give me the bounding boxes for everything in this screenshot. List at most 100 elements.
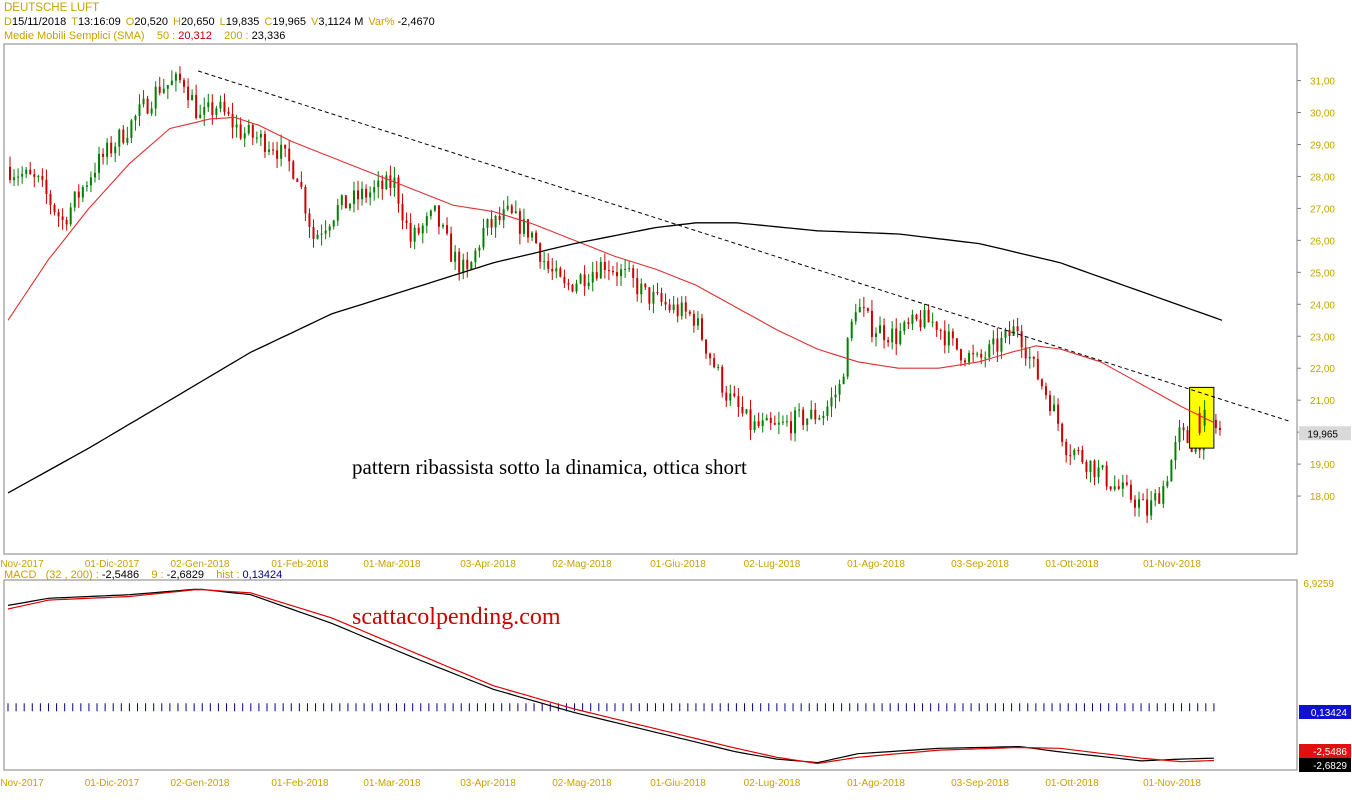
candle-body <box>996 338 999 352</box>
candle-body <box>211 102 214 115</box>
candle-body <box>607 270 610 272</box>
candle-body <box>446 225 449 234</box>
candle-body <box>842 376 845 385</box>
candle-body <box>405 220 408 223</box>
candle-body <box>972 353 975 355</box>
candle-body <box>907 322 910 324</box>
candle-body <box>1117 486 1120 489</box>
x-tick-label: Nov-2017 <box>0 559 44 570</box>
candle-body <box>822 415 825 419</box>
candle-body <box>1061 423 1064 442</box>
candle-body <box>409 222 412 242</box>
candle-body <box>344 195 347 209</box>
x-tick-label: Nov-2017 <box>0 778 44 789</box>
candle-body <box>324 230 327 234</box>
last-price-badge <box>1299 426 1351 441</box>
y-tick-label: 27,00 <box>1310 204 1335 215</box>
candle-body <box>1032 356 1035 359</box>
candle-body <box>777 422 780 425</box>
x-tick-label: 01-Feb-2018 <box>271 778 329 789</box>
candle-body <box>498 215 501 221</box>
candle-body <box>785 421 788 423</box>
ohlc-value: 3,1124 M <box>318 16 364 28</box>
y-tick-label: 21,00 <box>1310 396 1335 407</box>
candle-body <box>49 193 52 205</box>
candle-body <box>879 325 882 334</box>
candle-body <box>263 133 266 152</box>
candle-body <box>462 259 465 273</box>
candle-body <box>964 360 967 363</box>
candle-body <box>911 314 914 324</box>
x-tick-label: 01-Ott-2018 <box>1045 559 1099 570</box>
candle-body <box>381 180 384 190</box>
ohlc-value: 19,835 <box>225 16 260 28</box>
candle-body <box>733 393 736 397</box>
candle-body <box>1093 460 1096 478</box>
x-tick-label: 01-Mar-2018 <box>363 559 421 570</box>
candle-body <box>806 418 809 426</box>
candle-body <box>340 195 343 206</box>
candle-body <box>1089 460 1092 472</box>
y-tick-label: 18,00 <box>1310 492 1335 503</box>
candle-body <box>790 421 793 434</box>
candle-body <box>98 153 101 173</box>
candle-body <box>547 261 550 269</box>
candle-body <box>458 251 461 273</box>
candle-body <box>73 191 76 208</box>
macd-panel-frame <box>3 579 1298 771</box>
candle-body <box>118 129 121 147</box>
candle-body <box>745 409 748 414</box>
candle-body <box>749 409 752 431</box>
candle-body <box>130 120 133 138</box>
candle-body <box>518 211 521 234</box>
x-tick-label: 01-Dic-2017 <box>85 559 140 570</box>
x-tick-label: 02-Gen-2018 <box>171 559 230 570</box>
x-tick-label: 01-Dic-2017 <box>85 778 140 789</box>
candle-body <box>199 114 202 119</box>
ohlc-key: L <box>219 16 226 28</box>
candle-body <box>114 146 117 154</box>
candle-body <box>535 232 538 244</box>
candle-body <box>575 283 578 292</box>
candle-body <box>919 319 922 328</box>
candle-body <box>640 283 643 295</box>
candle-body <box>721 366 724 393</box>
candle-body <box>389 175 392 188</box>
x-tick-label: 01-Nov-2018 <box>1143 778 1201 789</box>
candle-body <box>1008 329 1011 336</box>
candle-body <box>526 219 529 238</box>
candle-body <box>551 268 554 272</box>
candle-body <box>903 322 906 331</box>
macd-legend: MACD (32 , 200) : -2,5486 9 : -2,6829 hi… <box>4 569 282 581</box>
candle-body <box>320 233 323 235</box>
candle-body <box>943 330 946 346</box>
candle-body <box>332 220 335 227</box>
sma50-value: 20,312 <box>178 30 212 42</box>
candle-body <box>429 210 432 217</box>
candle-body <box>988 344 991 358</box>
y-tick-label: 29,00 <box>1310 140 1335 151</box>
candle-body <box>150 108 153 114</box>
candle-body <box>968 353 971 363</box>
candle-body <box>9 166 11 181</box>
sma50-label: 50 : <box>156 30 176 42</box>
candle-body <box>490 219 493 228</box>
candle-body <box>191 94 194 101</box>
candle-body <box>29 169 32 175</box>
candle-body <box>1214 419 1217 428</box>
candle-body <box>348 203 351 209</box>
highlight-box <box>1189 386 1215 449</box>
candle-body <box>243 133 246 139</box>
candle-body <box>57 212 60 217</box>
hist-label: hist : <box>216 569 240 581</box>
candle-body <box>705 339 708 354</box>
resistance-trendline <box>198 70 1291 422</box>
candle-body <box>170 80 173 86</box>
macd-value-badge <box>1299 744 1351 758</box>
candle-body <box>1004 329 1007 338</box>
candle-body <box>450 233 453 262</box>
ohlc-key: C <box>264 16 273 28</box>
candle-body <box>231 113 234 128</box>
candle-body <box>1085 461 1088 472</box>
